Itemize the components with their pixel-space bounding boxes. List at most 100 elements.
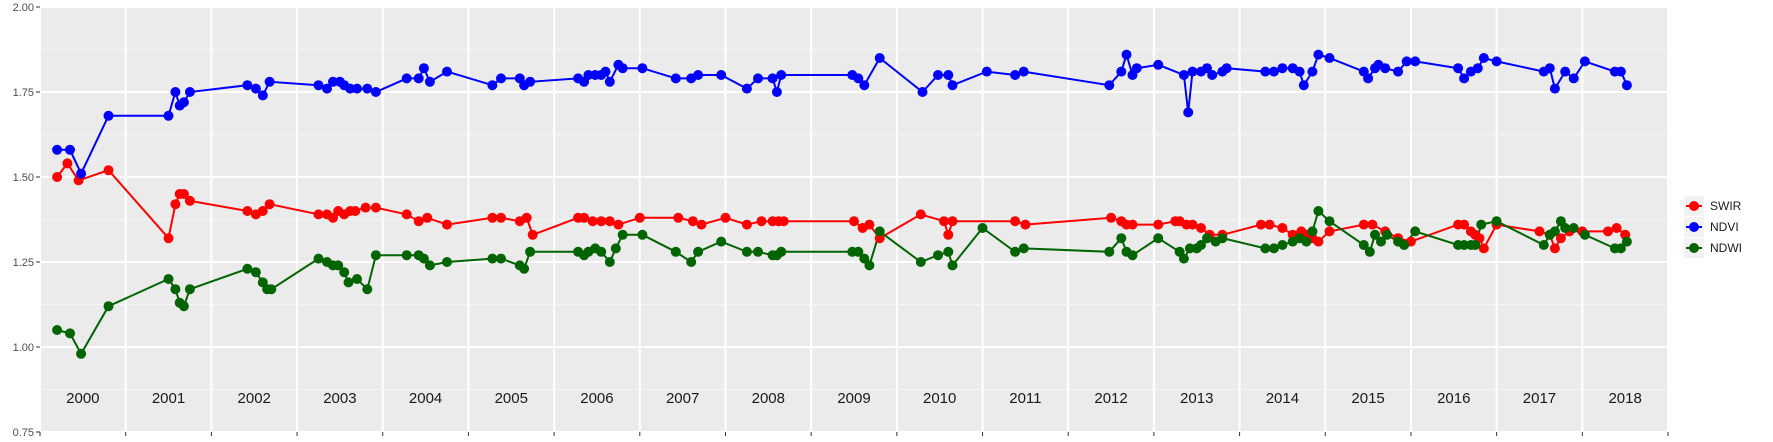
- data-point-swir: [527, 229, 538, 240]
- data-point-swir: [178, 189, 189, 199]
- data-point-ndwi: [1301, 236, 1312, 247]
- data-point-ndwi: [1358, 240, 1369, 250]
- data-point-swir: [1324, 226, 1335, 237]
- data-point-swir: [1153, 219, 1164, 230]
- data-point-ndwi: [1470, 240, 1481, 250]
- data-point-ndwi: [496, 253, 506, 264]
- data-point-ndvi: [1294, 66, 1305, 77]
- data-point-ndvi: [1491, 56, 1502, 67]
- data-point-ndwi: [1549, 226, 1560, 237]
- data-point-swir: [62, 158, 73, 169]
- data-point-ndvi: [859, 80, 870, 91]
- data-point-swir: [587, 216, 598, 227]
- data-point-ndwi: [65, 328, 75, 339]
- data-point-ndwi: [617, 229, 628, 240]
- data-point-ndwi: [1376, 236, 1386, 247]
- data-point-ndwi: [1277, 240, 1288, 250]
- legend-key-point: [1689, 243, 1699, 253]
- year-label: 2000: [66, 390, 99, 407]
- data-point-swir: [350, 206, 361, 216]
- data-point-ndvi: [1459, 73, 1470, 84]
- data-point-ndvi: [250, 83, 261, 94]
- data-point-ndwi: [610, 243, 621, 254]
- data-point-ndwi: [370, 250, 381, 261]
- data-point-ndwi: [178, 301, 189, 312]
- data-point-ndvi: [1268, 66, 1279, 77]
- data-point-ndwi: [943, 246, 954, 257]
- year-label: 2015: [1351, 390, 1384, 407]
- data-point-ndvi: [1549, 83, 1560, 94]
- data-point-ndwi: [1382, 229, 1392, 240]
- data-point-ndvi: [1401, 56, 1412, 67]
- data-point-swir: [634, 212, 645, 223]
- data-point-ndwi: [753, 246, 763, 257]
- data-point-ndvi: [1472, 63, 1483, 74]
- data-point-ndwi: [947, 260, 958, 271]
- data-point-ndwi: [686, 257, 697, 267]
- data-point-ndvi: [1410, 56, 1421, 67]
- data-point-ndvi: [103, 110, 114, 121]
- data-point-swir: [1555, 233, 1566, 244]
- major-gridlines: [39, 6, 1669, 433]
- data-point-ndwi: [1579, 229, 1590, 240]
- data-point-ndwi: [1615, 243, 1626, 254]
- data-point-ndvi: [496, 73, 506, 84]
- data-point-ndvi: [1018, 66, 1029, 77]
- data-point-ndvi: [418, 63, 429, 74]
- year-label: 2010: [923, 390, 956, 407]
- data-point-swir: [1459, 219, 1470, 230]
- data-point-swir: [370, 202, 381, 213]
- y-tick-label: 1.00: [13, 342, 34, 354]
- data-point-ndvi: [1453, 63, 1464, 74]
- year-label: 2009: [837, 390, 870, 407]
- data-point-ndvi: [981, 66, 992, 77]
- data-point-ndvi: [442, 66, 452, 77]
- y-axis: 0.75 1.00 1.25 1.50 1.75 2.00: [13, 2, 40, 439]
- y-tick-label: 1.50: [13, 172, 34, 184]
- data-point-swir: [687, 216, 698, 227]
- data-point-ndwi: [1018, 243, 1029, 254]
- data-point-ndvi: [1621, 80, 1632, 91]
- data-point-ndwi: [933, 250, 943, 261]
- data-point-swir: [864, 219, 875, 230]
- data-point-ndwi: [716, 236, 727, 247]
- data-point-ndvi: [874, 53, 885, 63]
- data-point-ndwi: [1399, 240, 1410, 250]
- data-point-ndvi: [424, 76, 435, 87]
- data-point-ndvi: [525, 76, 536, 87]
- data-point-ndvi: [741, 83, 752, 94]
- data-point-ndvi: [352, 83, 362, 94]
- data-point-ndvi: [604, 76, 615, 87]
- data-point-ndvi: [257, 90, 268, 101]
- data-point-swir: [1264, 219, 1275, 230]
- data-point-ndwi: [1116, 233, 1127, 244]
- data-point-ndwi: [184, 284, 195, 295]
- data-point-ndvi: [1116, 66, 1127, 77]
- data-point-swir: [401, 209, 412, 220]
- data-point-ndvi: [1298, 80, 1309, 91]
- data-point-swir: [579, 212, 590, 223]
- data-point-ndvi: [242, 80, 253, 91]
- data-point-ndwi: [915, 257, 926, 267]
- data-point-ndwi: [1364, 246, 1375, 257]
- data-point-ndwi: [776, 246, 787, 257]
- year-label: 2013: [1180, 390, 1213, 407]
- data-point-ndwi: [339, 267, 350, 278]
- data-point-ndwi: [103, 301, 114, 312]
- data-point-ndvi: [1313, 49, 1324, 60]
- year-label: 2011: [1009, 390, 1041, 407]
- data-point-swir: [487, 212, 498, 223]
- data-point-swir: [1277, 223, 1288, 233]
- legend-key-point: [1689, 222, 1699, 232]
- year-label: 2005: [495, 390, 528, 407]
- data-point-ndvi: [853, 73, 864, 84]
- data-point-swir: [1010, 216, 1021, 227]
- data-point-ndvi: [1307, 66, 1318, 77]
- data-point-ndvi: [1260, 66, 1271, 77]
- data-point-swir: [257, 206, 268, 216]
- data-point-ndvi: [917, 87, 928, 97]
- data-point-ndwi: [76, 348, 87, 359]
- data-point-swir: [103, 165, 114, 176]
- data-point-ndvi: [1568, 73, 1579, 84]
